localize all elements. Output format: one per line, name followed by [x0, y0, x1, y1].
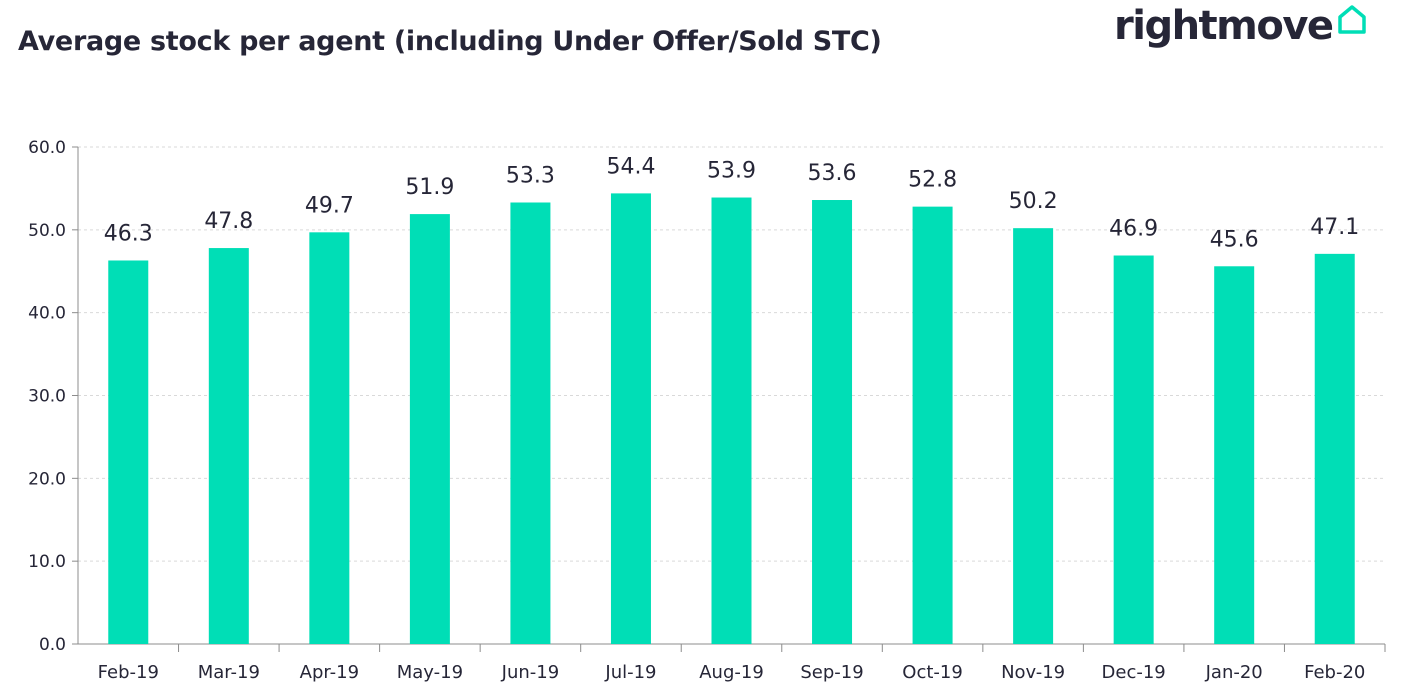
data-label: 54.4	[606, 154, 655, 179]
x-tick-label: Dec-19	[1102, 662, 1166, 683]
x-tick-label: Jul-19	[604, 662, 656, 683]
data-label: 45.6	[1210, 227, 1259, 252]
data-label: 53.3	[506, 163, 555, 188]
x-tick-label: Feb-20	[1304, 662, 1365, 683]
data-label: 47.8	[204, 209, 253, 234]
x-axis-ticks: Feb-19 Mar-19 Apr-19 May-19 Jun-19 Jul-19 Aug-…	[98, 644, 1386, 683]
brand-name: rightmove	[1114, 3, 1334, 49]
bar	[912, 206, 953, 644]
x-tick-label: Jun-19	[501, 662, 560, 683]
bar	[1214, 266, 1255, 644]
data-label: 53.6	[808, 161, 857, 186]
bar	[208, 248, 249, 644]
data-label: 47.1	[1310, 215, 1359, 240]
data-label: 53.9	[707, 159, 756, 184]
x-tick-label: Sep-19	[800, 662, 863, 683]
gridlines	[78, 146, 1385, 562]
x-tick-label: Aug-19	[699, 662, 764, 683]
x-tick-label: Oct-19	[902, 662, 963, 683]
x-tick-label: Jan-20	[1205, 662, 1263, 683]
bar	[1013, 228, 1054, 644]
y-tick-label: 0.0	[39, 635, 66, 655]
bar	[409, 214, 450, 644]
x-tick-label: Mar-19	[198, 662, 260, 683]
y-tick-label: 60.0	[28, 138, 66, 158]
value-labels: 46.3 47.8 49.7 51.9 53.3 54.4 53.9 53.6 52.8 50.2…	[104, 154, 1359, 252]
data-label: 49.7	[305, 193, 354, 218]
bars	[108, 193, 1355, 645]
y-axis-ticks: 0.0 10.0 20.0 30.0 40.0 50.0 60.0	[28, 138, 78, 655]
y-tick-label: 50.0	[28, 221, 66, 241]
y-tick-label: 20.0	[28, 469, 66, 489]
x-tick-label: Apr-19	[300, 662, 359, 683]
y-tick-label: 30.0	[28, 387, 66, 407]
chart-title: Average stock per agent (including Under…	[18, 26, 882, 57]
bar	[108, 260, 149, 644]
y-tick-label: 10.0	[28, 552, 66, 572]
data-label: 46.9	[1109, 217, 1158, 242]
x-tick-label: Nov-19	[1001, 662, 1065, 683]
bar	[711, 197, 752, 645]
bar	[1113, 255, 1154, 645]
bar	[1314, 253, 1355, 645]
bar	[510, 202, 551, 644]
x-tick-label: May-19	[397, 662, 463, 683]
bar	[812, 200, 853, 644]
x-tick-label: Feb-19	[98, 662, 159, 683]
bar	[309, 232, 350, 644]
y-tick-label: 40.0	[28, 304, 66, 324]
data-label: 52.8	[908, 168, 957, 193]
data-label: 46.3	[104, 221, 153, 246]
bar	[610, 193, 651, 645]
data-label: 51.9	[405, 175, 454, 200]
house-outline-icon	[1337, 5, 1366, 34]
rightmove-logo: rightmove	[1114, 2, 1369, 50]
data-label: 50.2	[1009, 189, 1058, 214]
